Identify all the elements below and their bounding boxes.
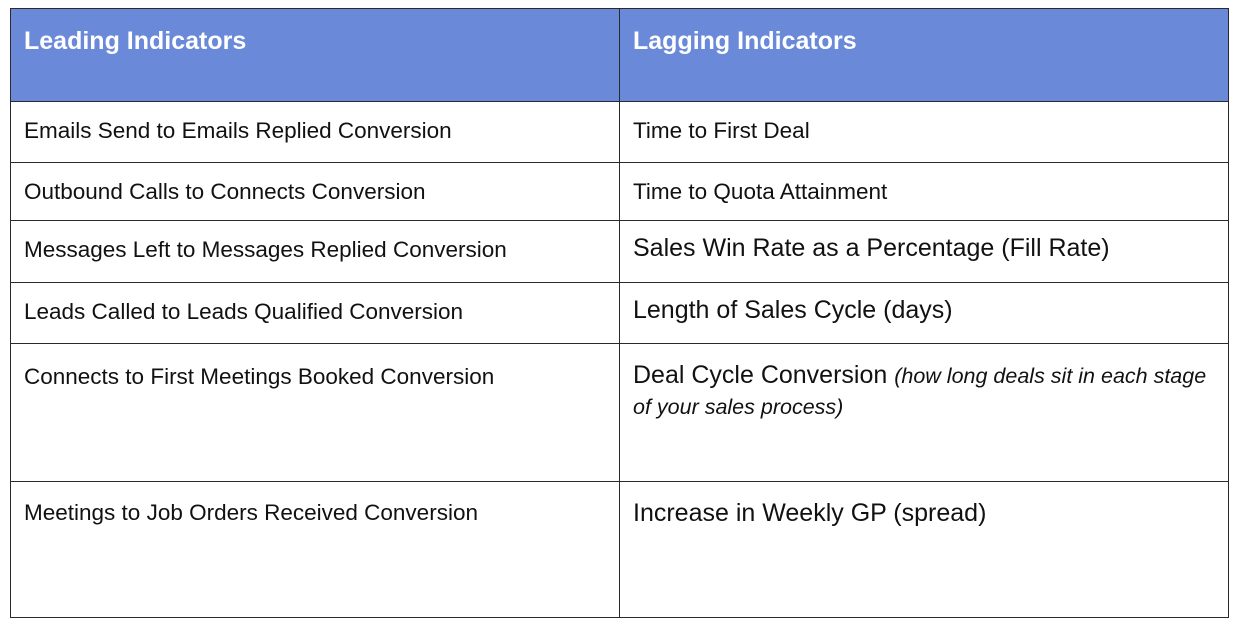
header-lagging-indicators: Lagging Indicators bbox=[619, 8, 1229, 102]
lagging-cell: Deal Cycle Conversion (how long deals si… bbox=[619, 343, 1229, 482]
lagging-cell: Length of Sales Cycle (days) bbox=[619, 282, 1229, 344]
table-row: Messages Left to Messages Replied Conver… bbox=[10, 220, 1229, 283]
lagging-cell: Time to First Deal bbox=[619, 101, 1229, 163]
leading-cell: Outbound Calls to Connects Conversion bbox=[10, 162, 620, 221]
leading-cell: Connects to First Meetings Booked Conver… bbox=[10, 343, 620, 482]
table-row: Outbound Calls to Connects Conversion Ti… bbox=[10, 162, 1229, 221]
table-row: Emails Send to Emails Replied Conversion… bbox=[10, 101, 1229, 163]
leading-cell: Leads Called to Leads Qualified Conversi… bbox=[10, 282, 620, 344]
table-row: Leads Called to Leads Qualified Conversi… bbox=[10, 282, 1229, 344]
lagging-cell: Sales Win Rate as a Percentage (Fill Rat… bbox=[619, 220, 1229, 283]
lagging-cell-note: (how long deals sit in each stage of you… bbox=[633, 364, 1207, 419]
indicators-table: Leading Indicators Lagging Indicators Em… bbox=[10, 8, 1229, 618]
leading-cell: Meetings to Job Orders Received Conversi… bbox=[10, 481, 620, 618]
lagging-cell: Increase in Weekly GP (spread) bbox=[619, 481, 1229, 618]
table-row: Connects to First Meetings Booked Conver… bbox=[10, 343, 1229, 482]
leading-cell: Emails Send to Emails Replied Conversion bbox=[10, 101, 620, 163]
header-row: Leading Indicators Lagging Indicators bbox=[10, 8, 1229, 102]
leading-cell: Messages Left to Messages Replied Conver… bbox=[10, 220, 620, 283]
lagging-cell: Time to Quota Attainment bbox=[619, 162, 1229, 221]
table-row: Meetings to Job Orders Received Conversi… bbox=[10, 481, 1229, 618]
header-leading-indicators: Leading Indicators bbox=[10, 8, 620, 102]
lagging-cell-text: Deal Cycle Conversion bbox=[633, 361, 888, 389]
